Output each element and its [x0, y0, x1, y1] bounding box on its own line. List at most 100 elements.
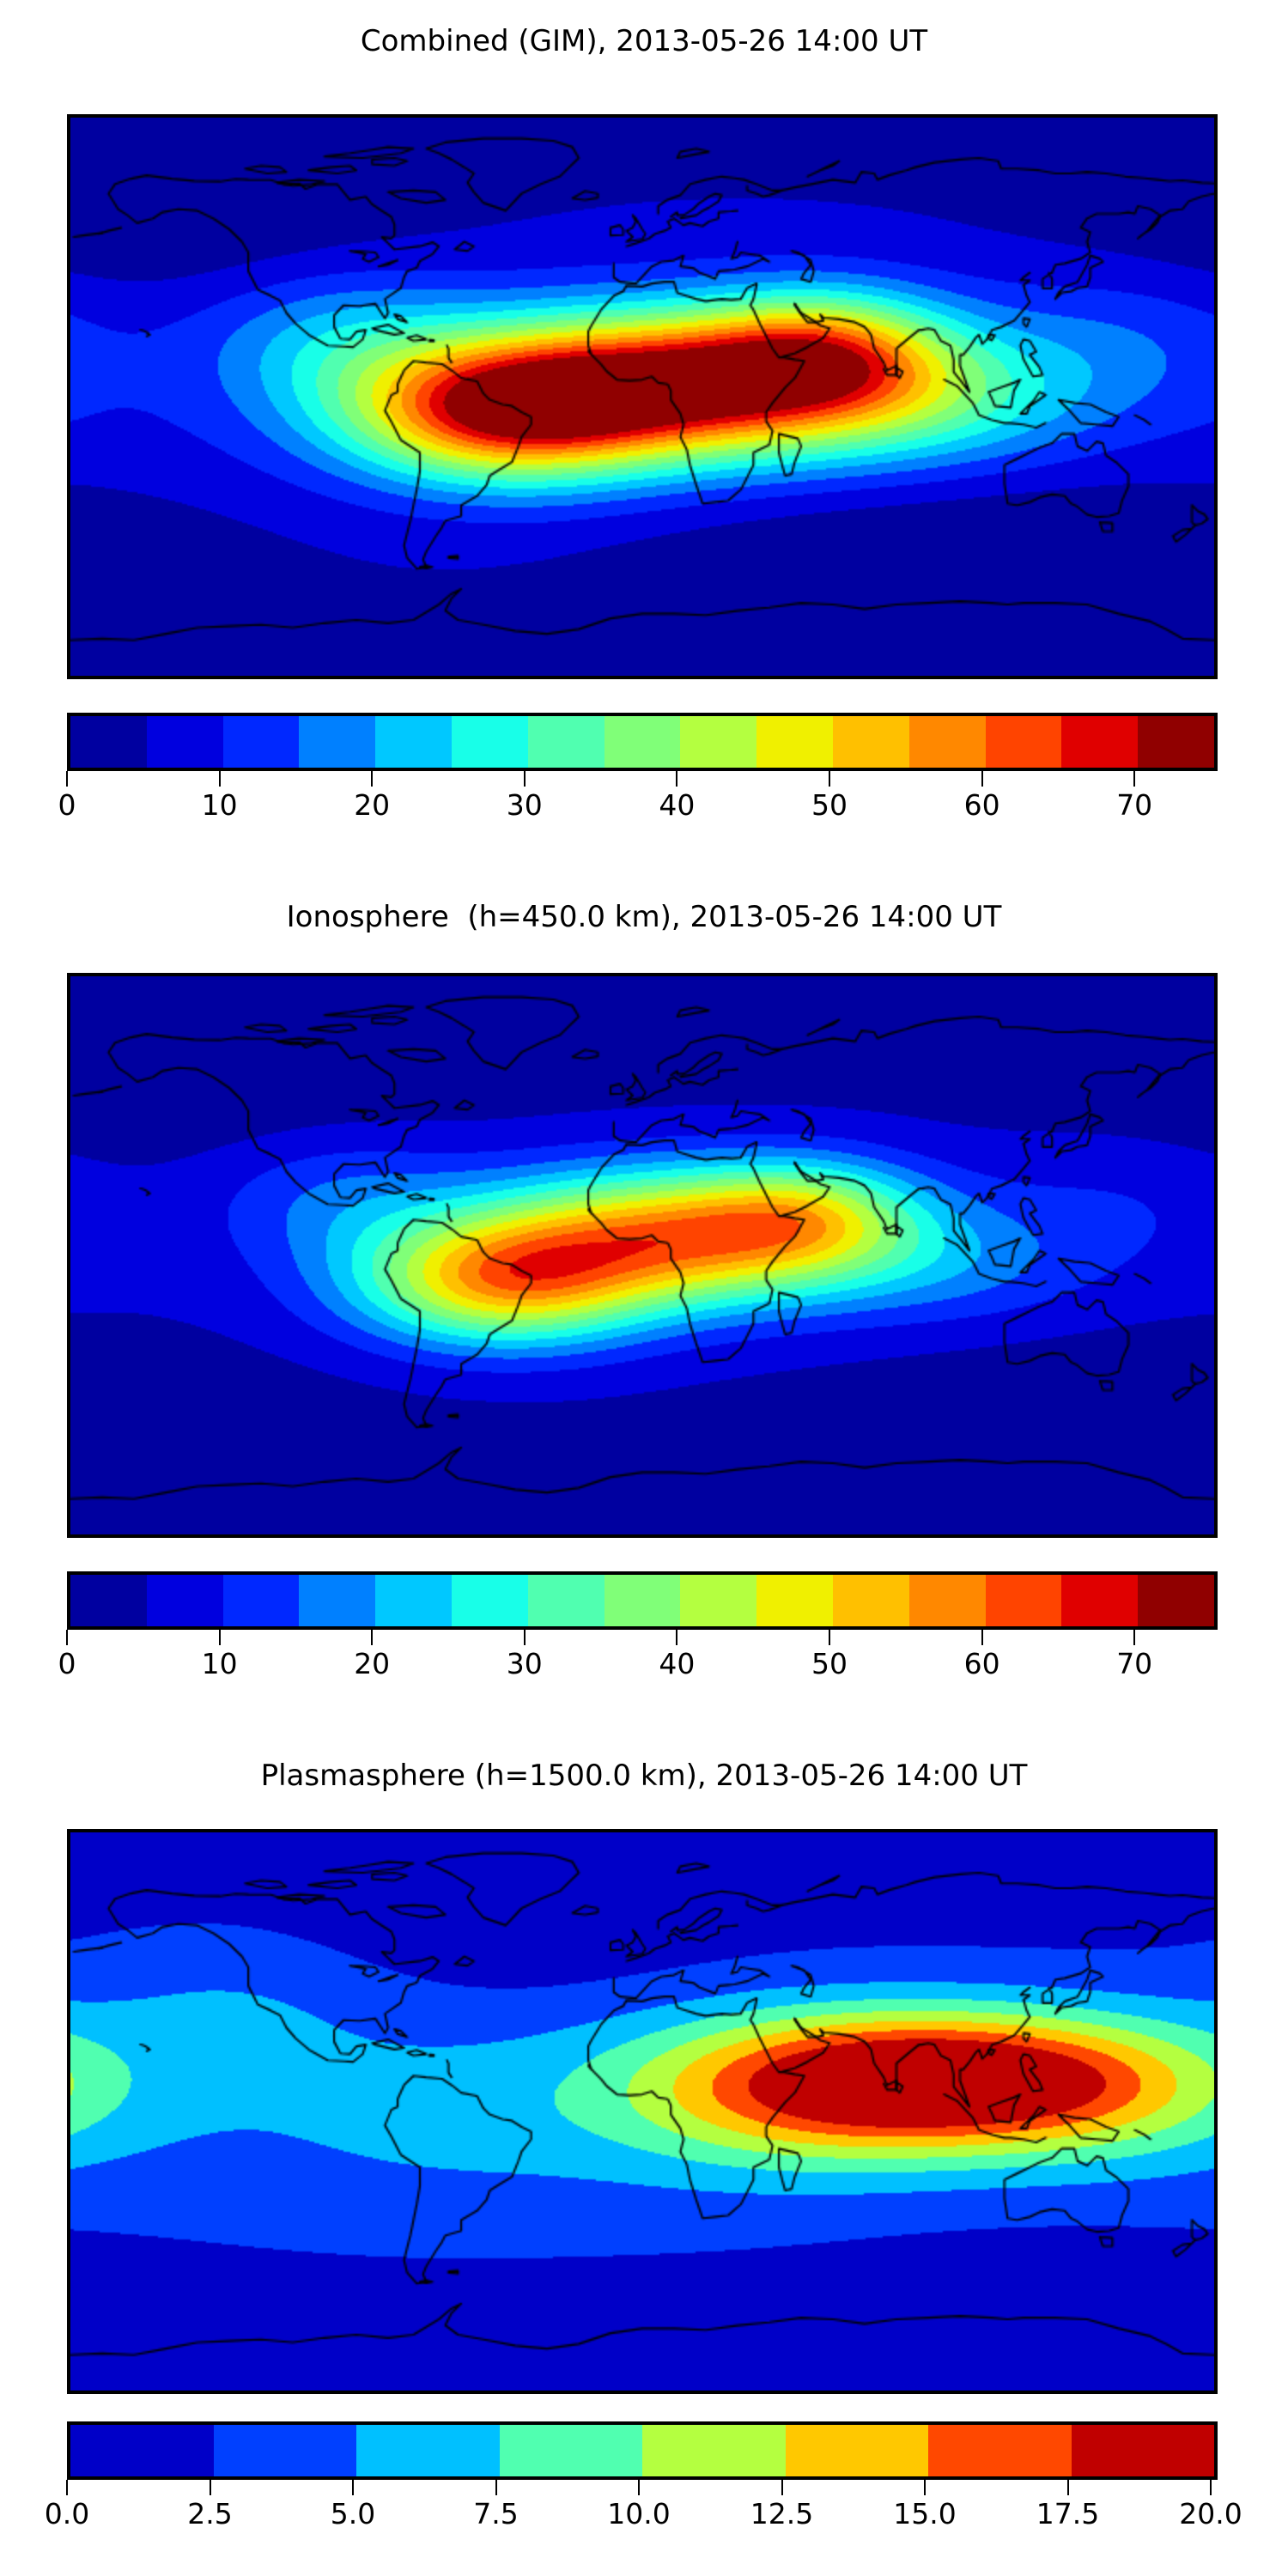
- colorbar-tick: [209, 2480, 211, 2495]
- colorbar-tick-label: 70: [1116, 1647, 1153, 1680]
- colorbar-band: [785, 2425, 928, 2476]
- colorbar-band: [527, 1575, 605, 1626]
- colorbar-band: [1138, 1575, 1214, 1626]
- colorbar-band: [756, 716, 833, 768]
- colorbar-tick-label: 2.5: [187, 2497, 233, 2530]
- colorbar-tick-label: 50: [811, 788, 848, 822]
- panel-title-ionosphere: Ionosphere (h=450.0 km), 2013-05-26 14:0…: [286, 900, 1002, 934]
- colorbar-band: [70, 1575, 147, 1626]
- colorbar-tick-label: 17.5: [1036, 2497, 1100, 2530]
- colorbar-band: [70, 716, 147, 768]
- colorbar-band: [375, 1575, 452, 1626]
- colorbar-tick-label: 7.5: [473, 2497, 519, 2530]
- colorbar-tick-label: 50: [811, 1647, 848, 1680]
- colorbar-tick: [66, 1630, 68, 1645]
- colorbar-band: [213, 2425, 356, 2476]
- colorbar-tick: [523, 1630, 526, 1645]
- colorbar-strip-combined: [67, 713, 1218, 771]
- map-canvas-plasmasphere: [70, 1832, 1214, 2391]
- colorbar-band: [604, 716, 681, 768]
- colorbar-ionosphere: 0 10 20 30 40 50 60 70: [58, 1571, 1218, 1700]
- colorbar-tick: [829, 1630, 830, 1645]
- colorbar-band: [985, 716, 1062, 768]
- colorbar-tick-label: 15.0: [893, 2497, 957, 2530]
- colorbar-tick: [829, 771, 830, 787]
- colorbar-tick: [676, 771, 678, 787]
- colorbar-tick: [1066, 2480, 1069, 2495]
- colorbar-tick-label: 40: [659, 1647, 696, 1680]
- colorbar-tick-label: 60: [963, 788, 1000, 822]
- colorbar-tick-label: 70: [1116, 788, 1153, 822]
- colorbar-tick: [352, 2480, 354, 2495]
- colorbar-strip-ionosphere: [67, 1571, 1218, 1630]
- colorbar-band: [680, 716, 757, 768]
- colorbar-tick: [218, 1630, 221, 1645]
- colorbar-band: [832, 716, 909, 768]
- colorbar-tick-label: 30: [506, 788, 543, 822]
- colorbar-tick: [1133, 771, 1136, 787]
- colorbar-tick-label: 20.0: [1179, 2497, 1242, 2530]
- colorbar-band: [499, 2425, 642, 2476]
- colorbar-band: [985, 1575, 1062, 1626]
- colorbar-strip-plasmasphere: [67, 2421, 1218, 2480]
- colorbar-band: [70, 2425, 214, 2476]
- colorbar-tick: [218, 771, 221, 787]
- colorbar-ticks-ionosphere: [66, 1630, 1211, 1647]
- colorbar-band: [680, 1575, 757, 1626]
- colorbar-band: [756, 1575, 833, 1626]
- colorbar-tick: [371, 771, 374, 787]
- colorbar-tick-label: 12.5: [750, 2497, 814, 2530]
- colorbar-tick-label: 10.0: [607, 2497, 671, 2530]
- colorbar-tick-label: 20: [354, 788, 391, 822]
- colorbar-tick-label: 5.0: [330, 2497, 376, 2530]
- colorbar-tick: [1210, 2480, 1212, 2495]
- colorbar-plasmasphere: 0.0 2.5 5.0 7.5 10.0 12.5 15.0 17.5 20.0: [45, 2421, 1242, 2550]
- panel-ionosphere: Ionosphere (h=450.0 km), 2013-05-26 14:0…: [0, 859, 1288, 1735]
- colorbar-tick-label: 20: [354, 1647, 391, 1680]
- colorbar-band: [146, 716, 223, 768]
- colorbar-tick: [1133, 1630, 1136, 1645]
- map-canvas-combined: [70, 118, 1214, 676]
- colorbar-combined: 0 10 20 30 40 50 60 70: [58, 713, 1218, 841]
- colorbar-tick-label: 40: [659, 788, 696, 822]
- colorbar-tick-label: 0: [58, 788, 76, 822]
- colorbar-tick-label: 60: [963, 1647, 1000, 1680]
- colorbar-band: [832, 1575, 909, 1626]
- colorbar-ticklabels-plasmasphere: 0.0 2.5 5.0 7.5 10.0 12.5 15.0 17.5 20.0: [0, 2497, 1288, 2537]
- map-ionosphere: [67, 973, 1218, 1538]
- colorbar-band: [356, 2425, 500, 2476]
- colorbar-tick: [66, 771, 68, 787]
- colorbar-band: [222, 716, 300, 768]
- colorbar-band: [1061, 716, 1139, 768]
- colorbar-band: [299, 716, 376, 768]
- colorbar-band: [527, 716, 605, 768]
- map-plasmasphere: [67, 1829, 1218, 2394]
- colorbar-tick: [638, 2480, 640, 2495]
- colorbar-band: [1061, 1575, 1139, 1626]
- colorbar-tick: [66, 2480, 68, 2495]
- colorbar-tick: [924, 2480, 926, 2495]
- colorbar-band: [299, 1575, 376, 1626]
- colorbar-ticklabels-combined: 0 10 20 30 40 50 60 70: [0, 788, 1288, 828]
- colorbar-band: [642, 2425, 786, 2476]
- colorbar-band: [1138, 716, 1214, 768]
- colorbar-ticklabels-ionosphere: 0 10 20 30 40 50 60 70: [0, 1647, 1288, 1686]
- panel-plasmasphere: Plasmasphere (h=1500.0 km), 2013-05-26 1…: [0, 1735, 1288, 2576]
- colorbar-ticks-plasmasphere: [66, 2480, 1212, 2497]
- panel-combined-gim: Combined (GIM), 2013-05-26 14:00 UT 0 10 2…: [0, 0, 1288, 859]
- colorbar-tick: [523, 771, 526, 787]
- panel-title-plasmasphere: Plasmasphere (h=1500.0 km), 2013-05-26 1…: [260, 1759, 1028, 1793]
- colorbar-band: [375, 716, 452, 768]
- colorbar-band: [908, 1575, 986, 1626]
- panel-title-combined: Combined (GIM), 2013-05-26 14:00 UT: [360, 24, 928, 58]
- colorbar-band: [604, 1575, 681, 1626]
- colorbar-tick: [676, 1630, 678, 1645]
- colorbar-tick-label: 10: [201, 1647, 238, 1680]
- colorbar-band: [908, 716, 986, 768]
- colorbar-tick: [981, 1630, 983, 1645]
- colorbar-band: [222, 1575, 300, 1626]
- colorbar-tick: [781, 2480, 783, 2495]
- colorbar-band: [928, 2425, 1072, 2476]
- map-combined-gim: [67, 114, 1218, 679]
